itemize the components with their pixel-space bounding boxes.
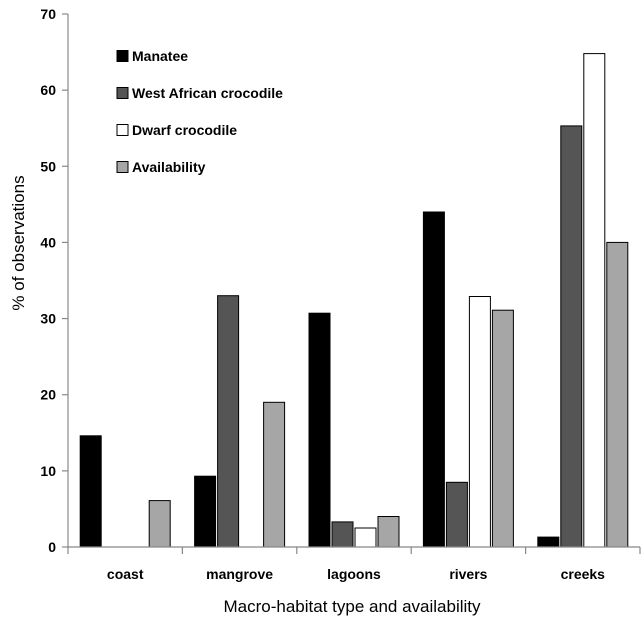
bar-availability-coast (148, 500, 171, 548)
bar-availability-creeks (606, 241, 629, 548)
x-tick-label-mangrove: mangrove (206, 566, 273, 582)
y-tick-label-70: 70 (40, 6, 56, 22)
bar-dwarf-crocodile-lagoons (354, 527, 377, 548)
x-tick-label-coast: coast (107, 566, 144, 582)
legend-swatch-dwarf-crocodile (116, 124, 129, 136)
y-tick-label-40: 40 (40, 234, 56, 250)
x-axis-title: Macro-habitat type and availability (223, 597, 481, 616)
bar-dwarf-crocodile-creeks (583, 53, 606, 548)
axes-layer: 0 10 20 30 40 50 60 70 coast mangrove lagoons river… (40, 6, 641, 582)
y-tick-label-10: 10 (40, 463, 56, 479)
legend-label-west-african-crocodile: West African crocodile (132, 85, 283, 101)
legend-label-manatee: Manatee (132, 48, 188, 64)
y-tick-label-0: 0 (48, 539, 56, 555)
bar-west-african-crocodile-creeks (560, 125, 583, 548)
legend: Manatee West African crocodile Dwarf croco… (116, 48, 283, 175)
y-tick-label-60: 60 (40, 82, 56, 98)
legend-swatch-availability (116, 161, 129, 173)
legend-swatch-manatee (116, 50, 129, 62)
bars-layer (79, 53, 629, 548)
bar-availability-mangrove (263, 401, 286, 548)
bar-west-african-crocodile-lagoons (331, 521, 354, 548)
bar-manatee-rivers (422, 211, 445, 548)
bar-manatee-creeks (537, 536, 560, 548)
legend-label-dwarf-crocodile: Dwarf crocodile (132, 122, 237, 138)
bar-dwarf-crocodile-rivers (468, 296, 491, 548)
bar-west-african-crocodile-mangrove (217, 295, 240, 548)
x-tick-label-creeks: creeks (561, 566, 606, 582)
y-axis-title: % of observations (9, 175, 28, 310)
bar-availability-lagoons (377, 516, 400, 548)
x-tick-label-rivers: rivers (449, 566, 487, 582)
legend-label-availability: Availability (132, 159, 206, 175)
y-tick-label-50: 50 (40, 158, 56, 174)
bar-west-african-crocodile-rivers (445, 481, 468, 548)
bar-manatee-lagoons (308, 312, 331, 548)
bar-manatee-mangrove (194, 475, 217, 548)
y-tick-label-30: 30 (40, 311, 56, 327)
y-tick-label-20: 20 (40, 387, 56, 403)
legend-swatch-west-african-crocodile (116, 87, 129, 99)
bar-availability-rivers (491, 309, 514, 548)
bar-manatee-coast (79, 435, 102, 548)
x-tick-label-lagoons: lagoons (327, 566, 381, 582)
